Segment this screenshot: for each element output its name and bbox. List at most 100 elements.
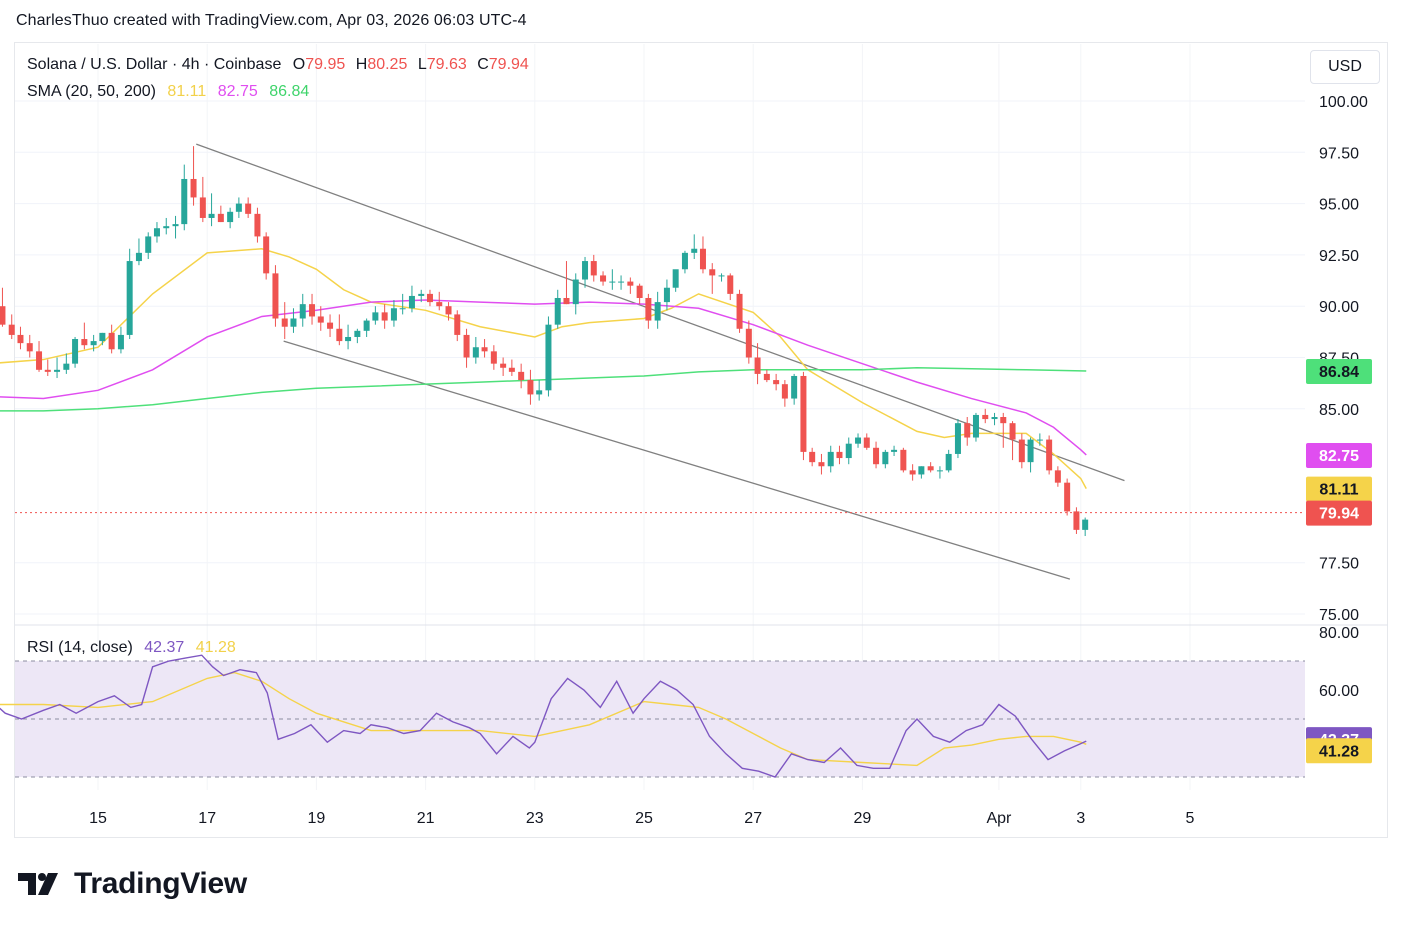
- candle-body: [1018, 439, 1025, 463]
- candle-body: [636, 285, 643, 298]
- candle-body: [763, 373, 770, 381]
- rsi-line: [0, 654, 1087, 778]
- candle-body: [873, 447, 880, 465]
- candle-body: [272, 273, 279, 319]
- candle-body: [773, 380, 780, 385]
- candle-body: [681, 252, 688, 270]
- candle-body: [1054, 470, 1061, 483]
- candle-body: [699, 248, 706, 270]
- candle-body: [72, 339, 79, 364]
- candle-body: [609, 281, 616, 283]
- candle-body: [954, 423, 961, 454]
- candle-body: [582, 261, 589, 280]
- candle-body: [108, 332, 115, 350]
- price-tag-label: 82.75: [1319, 448, 1359, 465]
- candle-body: [381, 312, 388, 321]
- candle-body: [472, 347, 479, 358]
- candle-body: [663, 287, 670, 303]
- candle-body: [781, 384, 788, 399]
- sma50-line: [0, 299, 1087, 456]
- candle-body: [126, 261, 133, 335]
- candle-body: [454, 314, 461, 335]
- candle-body: [163, 226, 170, 229]
- y-tick-label: 100.00: [1319, 94, 1368, 111]
- sma20-value: 81.11: [167, 83, 207, 100]
- candle-body: [791, 375, 798, 399]
- candle-body: [1064, 482, 1071, 512]
- rsi-legend: RSI (14, close) 42.37 41.28: [27, 639, 236, 657]
- candle-body: [44, 369, 51, 372]
- candle-body: [836, 451, 843, 459]
- candle-body: [172, 224, 179, 227]
- candle-body: [63, 363, 70, 370]
- chart-frame: [14, 42, 1388, 838]
- candle-body: [554, 297, 561, 325]
- x-tick-label: 5: [1186, 810, 1195, 827]
- candle-body: [181, 178, 188, 225]
- candle-body: [927, 466, 934, 471]
- candle-body: [754, 357, 761, 374]
- y-tick-label: 75.00: [1319, 607, 1359, 624]
- x-tick-label: 3: [1076, 810, 1085, 827]
- candle-body: [936, 470, 943, 472]
- candle-body: [727, 275, 734, 294]
- candle-body: [536, 390, 543, 395]
- candle-body: [1000, 417, 1007, 424]
- sma200-line: [0, 367, 1087, 412]
- ohlc-close: 79.94: [488, 56, 529, 73]
- candle-body: [281, 318, 288, 327]
- rsi-y-tick-label: 60.00: [1319, 683, 1359, 700]
- candle-body: [709, 269, 716, 276]
- ohlc-high-label: H: [355, 56, 368, 73]
- candle-body: [945, 453, 952, 471]
- candle-body: [290, 318, 297, 327]
- candle-body: [1027, 439, 1034, 463]
- candle-body: [600, 275, 607, 282]
- x-tick-label: 27: [744, 810, 762, 827]
- x-tick-label: 21: [417, 810, 435, 827]
- candle-body: [518, 371, 525, 381]
- tradingview-logo[interactable]: TradingView: [18, 866, 247, 902]
- candles: [0, 146, 1089, 537]
- candle-body: [145, 236, 152, 253]
- candle-body: [217, 213, 224, 223]
- candle-body: [736, 293, 743, 329]
- candle-body: [590, 261, 597, 276]
- ohlc-open: 79.95: [305, 56, 346, 73]
- candle-body: [8, 324, 15, 335]
- rsi-y-tick-label: 80.00: [1319, 625, 1359, 642]
- ohlc-close-label: C: [477, 56, 489, 73]
- currency-button[interactable]: USD: [1310, 50, 1380, 84]
- candle-body: [436, 302, 443, 307]
- candle-body: [490, 351, 497, 364]
- candle-body: [982, 414, 989, 420]
- ohlc-open-label: O: [292, 56, 306, 73]
- candle-body: [445, 306, 452, 315]
- candle-body: [691, 248, 698, 253]
- candle-body: [972, 414, 979, 438]
- candle-body: [399, 308, 406, 310]
- channel-lower-line: [283, 340, 1071, 580]
- candle-body: [654, 302, 661, 321]
- candle-body: [345, 336, 352, 342]
- y-tick-label: 85.00: [1319, 402, 1359, 419]
- symbol-title: Solana / U.S. Dollar · 4h · Coinbase: [27, 56, 282, 73]
- candle-body: [418, 293, 425, 296]
- rsi-value: 42.37: [144, 639, 185, 656]
- price-tag-label: 41.28: [1319, 743, 1359, 760]
- candle-body: [117, 334, 124, 350]
- candle-body: [618, 281, 625, 283]
- price-tag-label: 81.11: [1319, 482, 1358, 499]
- candle-body: [1073, 511, 1080, 530]
- candle-body: [800, 375, 807, 452]
- candle-body: [991, 417, 998, 420]
- candle-body: [153, 228, 160, 237]
- candle-body: [563, 297, 570, 305]
- candle-body: [408, 295, 415, 309]
- candle-body: [900, 449, 907, 471]
- rsi-ma-value: 41.28: [195, 639, 236, 656]
- candle-body: [54, 369, 61, 372]
- candle-body: [363, 320, 370, 331]
